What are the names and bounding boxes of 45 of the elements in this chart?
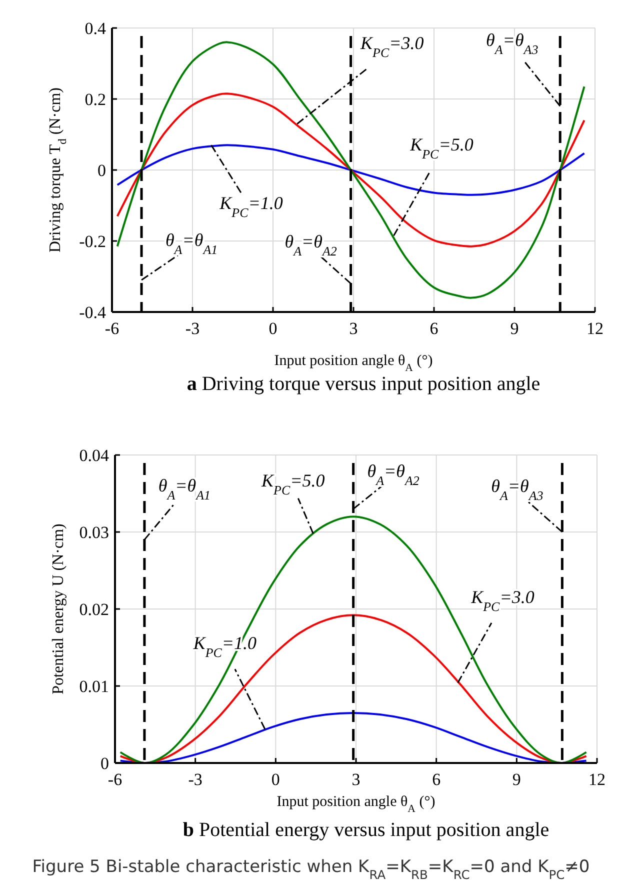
x-tick-label: 0	[268, 319, 278, 338]
x-tick-label: 9	[512, 770, 521, 789]
y-tick-label: 0.02	[79, 600, 109, 619]
x-tick-label: 6	[430, 319, 438, 338]
y-tick-label: -0.2	[79, 232, 106, 251]
y-tick-label: -0.4	[79, 303, 106, 322]
text: a Driving torque versus input position angle	[186, 373, 540, 395]
annotation: K$_{PC}$=3.0	[360, 32, 424, 60]
y-tick-label: 0	[100, 754, 109, 773]
y-tick-label: 0.4	[84, 19, 106, 38]
y-tick-label: 0.03	[79, 523, 109, 542]
annotation: θ$_{A}$=θ$_{A2}$	[367, 460, 420, 488]
annotation: θ$_{A}$=θ$_{A1}$	[158, 476, 211, 502]
x-axis-title: Input position angle θ$_{A}$ (°)	[276, 794, 436, 815]
x-tick-label: 3	[349, 319, 358, 338]
annotation: θ$_{A}$=θ$_{A3}$	[491, 476, 544, 502]
annotation: K$_{PC}$=5.0	[409, 134, 474, 162]
line-series	[119, 712, 588, 764]
annotation: θ$_{A}$=θ$_{A3}$	[486, 30, 539, 57]
x-tick-label: 3	[352, 770, 360, 789]
y-tick-label: 0.2	[84, 90, 106, 109]
x-tick-label: -6	[108, 770, 122, 789]
x-tick-label: 6	[432, 770, 441, 789]
text: Figure 5 Bi-stable characteristic when K$_{RA}$=K$_{RB}$=K$_{RC}$=0 and K$_{PC}$≠0	[32, 857, 590, 882]
annotation: K$_{PC}$=1.0	[218, 193, 283, 220]
x-tick-label: 9	[510, 319, 519, 338]
annotation: θ$_{A}$=θ$_{A1}$	[165, 230, 218, 257]
y-axis-title: Potential energy U (N·cm)	[50, 524, 67, 694]
x-tick-label: -6	[104, 319, 120, 338]
text: b Potential energy versus input position angle	[182, 819, 550, 841]
line-series	[119, 516, 588, 764]
annotation: θ$_{A}$=θ$_{A2}$	[284, 232, 338, 258]
x-tick-label: 12	[586, 319, 604, 338]
x-tick-label: -3	[188, 770, 202, 789]
y-tick-label: 0	[98, 161, 106, 180]
x-tick-label: 12	[588, 770, 606, 789]
annotation: K$_{PC}$=5.0	[260, 470, 325, 498]
x-axis-title: Input position angle θ$_{A}$ (°)	[274, 353, 433, 374]
line-series	[119, 614, 588, 764]
annotation: K$_{PC}$=3.0	[470, 586, 534, 614]
y-tick-label: 0.01	[79, 677, 109, 696]
line-series	[116, 92, 586, 248]
y-tick-label: 0.04	[79, 446, 110, 465]
x-tick-label: -3	[185, 319, 200, 338]
x-tick-label: 0	[271, 770, 280, 789]
